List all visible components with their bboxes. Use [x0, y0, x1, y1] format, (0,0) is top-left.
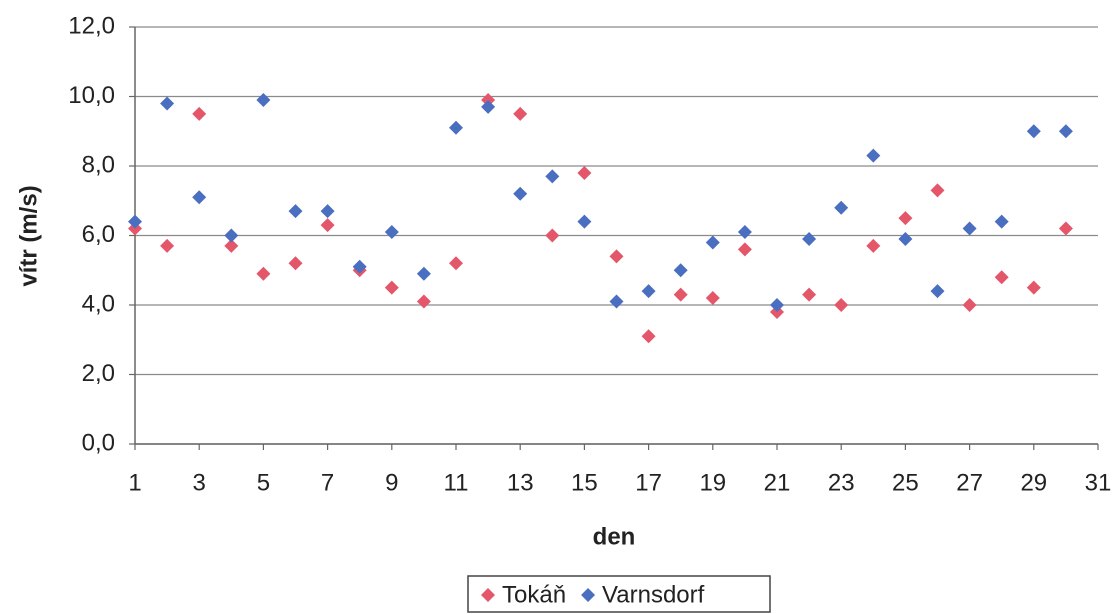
legend-marker [581, 588, 596, 602]
legend-label: Varnsdorf [602, 581, 705, 608]
point [834, 298, 849, 312]
point [994, 214, 1009, 229]
point [705, 291, 720, 306]
point [1058, 221, 1073, 236]
point [609, 294, 624, 309]
x-tick-label: 17 [635, 469, 662, 496]
point [577, 165, 592, 180]
point [802, 231, 817, 246]
point [802, 287, 817, 302]
point [737, 242, 752, 257]
point [224, 228, 239, 243]
point [545, 169, 560, 184]
point [513, 186, 528, 201]
x-tick-label: 29 [1020, 469, 1047, 496]
point [1026, 124, 1041, 139]
point [192, 106, 207, 121]
point [609, 249, 624, 264]
point [577, 214, 592, 229]
point [673, 287, 688, 302]
y-axis-title: vítr (m/s) [15, 185, 42, 286]
point [898, 231, 913, 246]
legend-box [467, 575, 771, 613]
point [705, 235, 720, 250]
point [641, 284, 656, 299]
point [320, 218, 335, 233]
legend-label: Tokáň [502, 581, 566, 608]
point [160, 96, 175, 111]
point [1058, 124, 1073, 139]
point [384, 280, 399, 295]
y-tick-label: 6,0 [82, 221, 115, 248]
y-tick-label: 10,0 [68, 82, 115, 109]
point [449, 256, 463, 271]
point [994, 270, 1009, 285]
x-tick-label: 3 [193, 469, 206, 496]
point [416, 266, 431, 281]
point [866, 148, 881, 163]
point [737, 225, 752, 240]
legend-marker [481, 588, 495, 602]
point [513, 106, 528, 121]
point [930, 284, 945, 299]
x-tick-label: 7 [321, 469, 334, 496]
point [384, 225, 399, 240]
point [834, 200, 849, 215]
y-tick-label: 2,0 [82, 360, 115, 387]
x-tick-label: 5 [257, 469, 270, 496]
point [256, 266, 271, 281]
point [641, 329, 656, 344]
y-tick-label: 8,0 [82, 151, 115, 178]
point [930, 183, 945, 198]
x-tick-label: 25 [892, 469, 919, 496]
x-tick-label: 9 [385, 469, 398, 496]
point [288, 204, 303, 219]
point [288, 256, 303, 271]
point [449, 120, 463, 135]
point [898, 211, 913, 226]
y-tick-label: 4,0 [82, 290, 115, 317]
point [256, 92, 271, 107]
x-tick-label: 1 [128, 469, 141, 496]
x-tick-label: 21 [764, 469, 791, 496]
point [770, 298, 784, 312]
point [866, 238, 881, 253]
y-tick-label: 0,0 [82, 429, 115, 456]
x-tick-label: 13 [507, 469, 534, 496]
point [962, 298, 977, 312]
point [352, 259, 367, 274]
x-tick-label: 27 [956, 469, 983, 496]
x-tick-label: 19 [699, 469, 726, 496]
x-tick-label: 15 [571, 469, 598, 496]
x-tick-label: 11 [444, 469, 469, 496]
x-axis-title: den [593, 523, 636, 550]
x-tick-label: 23 [828, 469, 855, 496]
point [545, 228, 560, 243]
point [192, 190, 207, 205]
point [416, 294, 431, 309]
x-tick-label: 31 [1085, 469, 1112, 496]
point [224, 238, 239, 253]
y-tick-label: 12,0 [68, 12, 115, 39]
point [1026, 280, 1041, 295]
point [481, 99, 496, 114]
point [962, 221, 977, 236]
point [128, 214, 142, 229]
point [160, 238, 175, 253]
point [320, 204, 335, 219]
point [673, 263, 688, 278]
